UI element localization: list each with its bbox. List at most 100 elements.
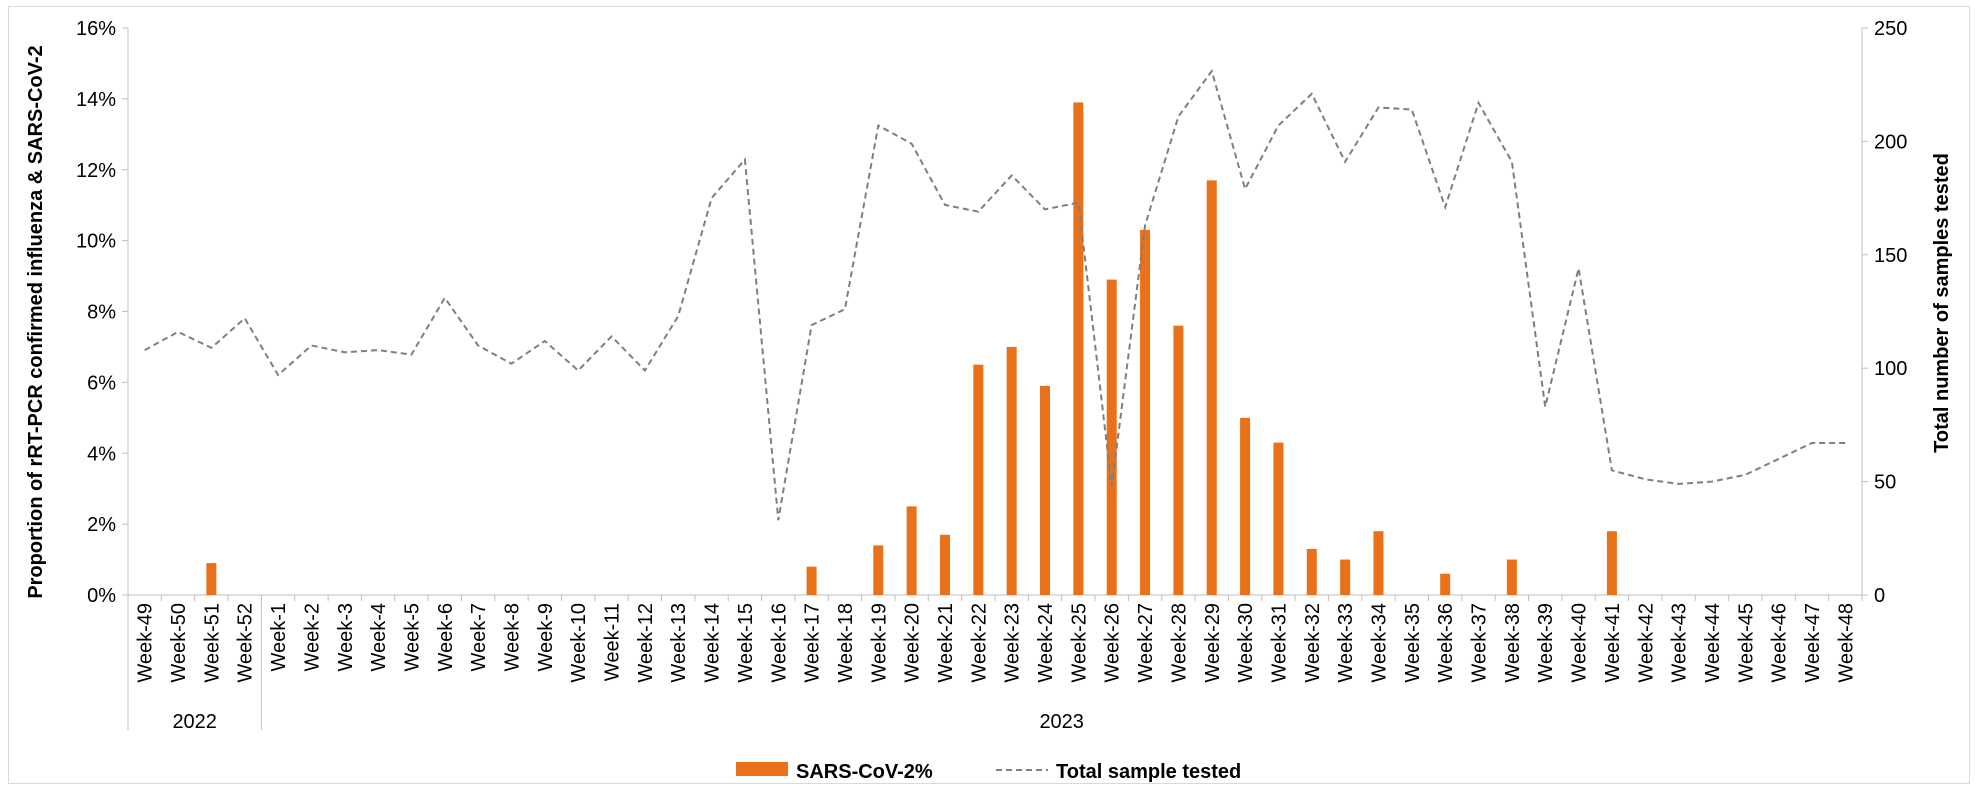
x-tick-label: Week-21 — [935, 603, 957, 683]
y-axis-title: Proportion of rRT-PCR confirmed influenz… — [25, 45, 47, 598]
line-series — [144, 68, 1846, 521]
bar — [1206, 180, 1217, 595]
bar — [1240, 417, 1251, 595]
bar — [1306, 548, 1317, 595]
legend-label-sars-cov-2: SARS-CoV-2% — [796, 761, 933, 783]
x-tick-label: Week-45 — [1735, 603, 1757, 683]
y-tick-label: 6% — [87, 372, 116, 394]
x-tick-label: Week-6 — [435, 603, 457, 672]
x-tick-label: Week-26 — [1102, 603, 1124, 683]
x-tick-label: Week-23 — [1002, 603, 1024, 683]
year-group-label: 2023 — [1039, 711, 1084, 733]
x-tick-label: Week-10 — [568, 603, 590, 683]
y-tick-label: 2% — [87, 514, 116, 536]
y2-tick-label: 150 — [1874, 245, 1907, 267]
bar — [1273, 442, 1284, 595]
x-tick-label: Week-36 — [1435, 603, 1457, 683]
x-tick-label: Week-3 — [335, 603, 357, 672]
x-tick-label: Week-48 — [1835, 603, 1857, 683]
x-tick-label: Week-40 — [1569, 603, 1591, 683]
bar — [906, 506, 917, 595]
x-tick-label: Week-38 — [1502, 603, 1524, 683]
y2-tick-label: 250 — [1874, 18, 1907, 40]
bar — [806, 566, 817, 595]
x-tick-label: Week-12 — [635, 603, 657, 683]
legend: SARS-CoV-2% Total sample tested — [736, 761, 1241, 783]
y2-axis-title: Total number of samples tested — [1931, 153, 1953, 453]
x-tick-label: Week-11 — [602, 603, 624, 681]
chart-frame — [8, 6, 1970, 784]
x-tick-label: Week-19 — [868, 603, 890, 683]
x-tick-label: Week-50 — [168, 603, 190, 683]
x-tick-label: Week-8 — [502, 603, 524, 672]
x-tick-label: Week-32 — [1302, 603, 1324, 683]
y-tick-label: 10% — [76, 231, 116, 253]
year-groups: 2022 2023 — [172, 711, 1083, 733]
x-tick-label: Week-4 — [368, 603, 390, 672]
y-tick-label: 12% — [76, 160, 116, 182]
bar — [973, 364, 984, 595]
series-line — [144, 68, 1846, 521]
x-tick-label: Week-39 — [1535, 603, 1557, 683]
x-tick-label: Week-5 — [401, 603, 423, 672]
x-tick-label: Week-7 — [468, 603, 490, 672]
year-group-label: 2022 — [172, 711, 217, 733]
bar — [1440, 573, 1451, 595]
bar — [1140, 229, 1151, 595]
bar — [939, 534, 950, 595]
x-tick-label: Week-35 — [1402, 603, 1424, 683]
bar — [1340, 559, 1351, 595]
x-tick-label: Week-46 — [1769, 603, 1791, 683]
x-tick-label: Week-41 — [1602, 603, 1624, 683]
x-tick-label: Week-29 — [1202, 603, 1224, 683]
x-tick-label: Week-20 — [902, 603, 924, 683]
x-tick-label: Week-2 — [301, 603, 323, 672]
x-tick-label: Week-37 — [1469, 603, 1491, 683]
x-tick-label: Week-43 — [1669, 603, 1691, 683]
y-tick-label: 8% — [87, 302, 116, 324]
bar — [206, 563, 217, 595]
y-tick-label: 0% — [87, 585, 116, 607]
bar — [1606, 531, 1617, 595]
bar-series — [206, 102, 1617, 595]
x-tick-label: Week-9 — [535, 603, 557, 672]
legend-swatch-sars-cov-2 — [736, 762, 788, 776]
y2-tick-label: 50 — [1874, 472, 1896, 494]
y-tick-label: 14% — [76, 89, 116, 111]
x-tick-label: Week-17 — [802, 603, 824, 683]
bar — [1073, 102, 1084, 595]
x-tick-label: Week-1 — [268, 603, 290, 672]
x-tick-label: Week-13 — [668, 603, 690, 683]
x-tick-label: Week-34 — [1369, 603, 1391, 683]
legend-label-total-sample: Total sample tested — [1056, 761, 1241, 783]
x-tick-label: Week-31 — [1268, 603, 1290, 683]
x-tick-label: Week-28 — [1168, 603, 1190, 683]
x-tick-label: Week-52 — [235, 603, 257, 683]
bar — [1373, 531, 1384, 595]
x-tick-label: Week-30 — [1235, 603, 1257, 683]
x-tick-label: Week-47 — [1802, 603, 1824, 683]
x-tick-labels: Week-49 Week-50 Week-51 Week-52 Week-1 Week-2… — [135, 603, 1858, 683]
y2-tick-label: 0 — [1874, 585, 1885, 607]
x-tick-label: Week-22 — [968, 603, 990, 683]
bar — [1106, 279, 1117, 595]
x-tick-label: Week-51 — [201, 603, 223, 683]
x-tick-label: Week-44 — [1702, 603, 1724, 683]
x-tick-label: Week-25 — [1068, 603, 1090, 683]
x-tick-label: Week-16 — [768, 603, 790, 683]
bar — [873, 545, 884, 595]
x-tick-label: Week-15 — [735, 603, 757, 683]
x-tick-label: Week-49 — [135, 603, 157, 683]
y2-tick-label: 200 — [1874, 131, 1907, 153]
x-tick-label: Week-18 — [835, 603, 857, 683]
axes — [122, 27, 1868, 730]
bar — [1006, 346, 1017, 595]
x-tick-label: Week-24 — [1035, 603, 1057, 683]
x-tick-label: Week-14 — [702, 603, 724, 683]
y2-tick-labels: 0 50 100 150 200 250 — [1874, 18, 1907, 607]
x-tick-label: Week-42 — [1635, 603, 1657, 683]
y-tick-label: 16% — [76, 18, 116, 40]
x-tick-label: Week-27 — [1135, 603, 1157, 683]
bar — [1506, 559, 1517, 595]
